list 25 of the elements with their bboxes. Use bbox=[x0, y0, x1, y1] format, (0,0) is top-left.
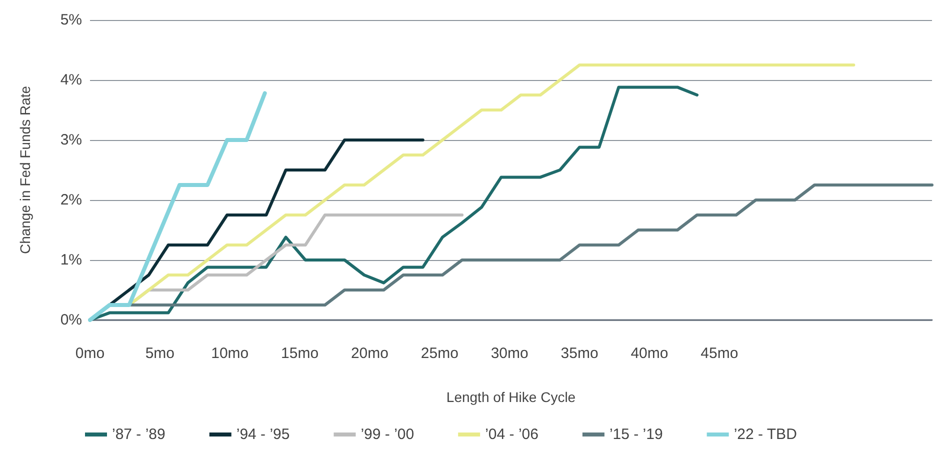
legend-label: ’22 - TBD bbox=[734, 426, 798, 443]
legend-label: ’99 - ’00 bbox=[360, 426, 414, 443]
y-tick-label: 2% bbox=[60, 192, 82, 208]
y-axis-title: Change in Fed Funds Rate bbox=[17, 86, 33, 254]
legend-label: ’15 - ’19 bbox=[609, 426, 663, 443]
y-tick-label: 1% bbox=[60, 252, 82, 268]
x-axis-title: Length of Hike Cycle bbox=[446, 389, 576, 405]
x-tick-label: 45mo bbox=[700, 345, 738, 362]
x-tick-label: 15mo bbox=[281, 345, 319, 362]
legend-label: ’87 - ’89 bbox=[112, 426, 166, 443]
x-tick-label: 35mo bbox=[560, 345, 598, 362]
legend-label: ’04 - ’06 bbox=[485, 426, 538, 443]
x-tick-label: 0mo bbox=[75, 345, 105, 362]
y-tick-label: 5% bbox=[60, 12, 82, 28]
legend-label: ’94 - ’95 bbox=[236, 426, 290, 443]
x-tick-label: 40mo bbox=[630, 345, 668, 362]
x-tick-label: 10mo bbox=[211, 345, 249, 362]
line-series bbox=[88, 91, 267, 322]
x-tick-label: 25mo bbox=[420, 345, 458, 362]
y-tick-label: 0% bbox=[60, 312, 82, 328]
x-tick-label: 20mo bbox=[350, 345, 388, 362]
x-tick-label: 5mo bbox=[145, 345, 175, 362]
x-tick-label: 30mo bbox=[490, 345, 528, 362]
y-tick-label: 4% bbox=[60, 72, 82, 88]
y-tick-label: 3% bbox=[60, 132, 82, 148]
